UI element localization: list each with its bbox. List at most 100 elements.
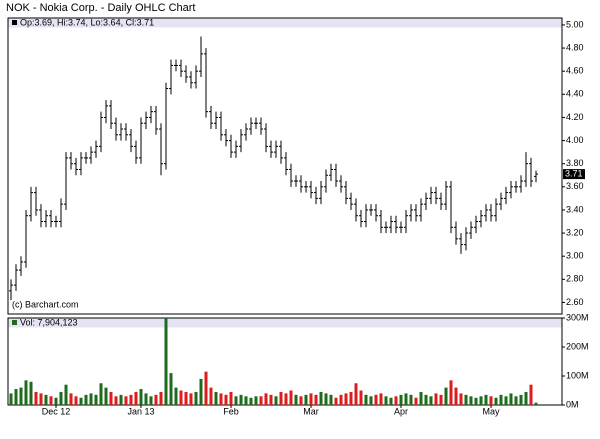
last-price-box bbox=[563, 169, 585, 180]
chart-title: NOK - Nokia Corp. - Daily OHLC Chart bbox=[6, 2, 196, 14]
volume-bar bbox=[419, 391, 423, 405]
y-tick-label: 4.20 bbox=[566, 112, 584, 122]
volume-bar bbox=[164, 318, 168, 405]
volume-bar bbox=[394, 396, 398, 405]
price-legend: Op:3.69, Hi:3.74, Lo:3.64, Cl:3.71 bbox=[20, 17, 154, 27]
volume-bar bbox=[199, 378, 203, 405]
volume-bar bbox=[69, 393, 73, 405]
volume-bar bbox=[99, 383, 103, 405]
volume-bar bbox=[379, 393, 383, 405]
volume-bar bbox=[529, 384, 533, 405]
volume-bar bbox=[354, 383, 358, 405]
volume-bar bbox=[349, 391, 353, 405]
volume-bar bbox=[149, 396, 153, 405]
volume-bar bbox=[289, 390, 293, 405]
x-tick-label: Jan 13 bbox=[127, 406, 154, 416]
volume-header bbox=[8, 318, 562, 328]
volume-bar bbox=[179, 390, 183, 405]
volume-bar bbox=[79, 397, 83, 405]
volume-bar bbox=[474, 397, 478, 405]
volume-bar bbox=[449, 380, 453, 405]
volume-bar bbox=[84, 394, 88, 405]
volume-bar bbox=[304, 394, 308, 405]
volume-bar bbox=[234, 396, 238, 405]
volume-bar bbox=[29, 381, 33, 405]
y-tick-label: 3.40 bbox=[566, 204, 584, 214]
volume-bar bbox=[364, 394, 368, 405]
y-tick-label: 3.80 bbox=[566, 158, 584, 168]
volume-bar bbox=[264, 393, 268, 405]
price-header bbox=[8, 18, 562, 28]
x-tick-label: May bbox=[482, 406, 500, 416]
price-panel bbox=[7, 17, 563, 315]
volume-bar bbox=[124, 396, 128, 405]
volume-bar bbox=[134, 391, 138, 405]
y-tick-label: 4.80 bbox=[566, 42, 584, 52]
volume-bar bbox=[514, 396, 518, 405]
y-tick-label: 100M bbox=[566, 370, 589, 380]
volume-bar bbox=[114, 396, 118, 405]
volume-bar bbox=[104, 387, 108, 405]
volume-bar bbox=[59, 391, 63, 405]
volume-bar bbox=[299, 396, 303, 405]
x-tick-label: Mar bbox=[303, 406, 319, 416]
x-tick-label: Dec 12 bbox=[42, 406, 71, 416]
volume-bar bbox=[294, 394, 298, 405]
y-tick-label: 2.60 bbox=[566, 297, 584, 307]
volume-bar bbox=[259, 396, 263, 405]
volume-bar bbox=[204, 371, 208, 405]
volume-bar bbox=[399, 394, 403, 405]
volume-bar bbox=[374, 394, 378, 405]
volume-bar bbox=[359, 390, 363, 405]
volume-bar bbox=[434, 393, 438, 405]
volume-bar bbox=[389, 397, 393, 405]
volume-bar bbox=[214, 391, 218, 405]
volume-bar bbox=[494, 397, 498, 405]
volume-bar bbox=[244, 396, 248, 405]
volume-bar bbox=[109, 391, 113, 405]
volume-bar bbox=[239, 394, 243, 405]
volume-bar bbox=[139, 389, 143, 405]
volume-bar bbox=[334, 397, 338, 405]
volume-bar bbox=[254, 396, 258, 405]
volume-bar bbox=[324, 393, 328, 405]
y-tick-label: 3.60 bbox=[566, 181, 584, 191]
volume-bar bbox=[459, 393, 463, 405]
volume-bar bbox=[119, 394, 123, 405]
volume-bar bbox=[269, 394, 273, 405]
volume-bar bbox=[249, 397, 253, 405]
volume-bar bbox=[174, 387, 178, 405]
volume-bar bbox=[454, 387, 458, 405]
volume-bar bbox=[344, 393, 348, 405]
volume-bar bbox=[159, 391, 163, 405]
volume-bar bbox=[44, 394, 48, 405]
volume-bar bbox=[479, 396, 483, 405]
volume-bar bbox=[129, 394, 133, 405]
volume-bar bbox=[524, 391, 528, 405]
volume-bar bbox=[14, 389, 18, 405]
volume-bar bbox=[184, 391, 188, 405]
volume-bar bbox=[19, 387, 23, 405]
volume-bar bbox=[319, 391, 323, 405]
volume-bar bbox=[274, 396, 278, 405]
volume-panel bbox=[7, 317, 563, 406]
last-price-label: 3.71 bbox=[565, 168, 583, 178]
volume-bar bbox=[329, 394, 333, 405]
volume-bar bbox=[439, 394, 443, 405]
volume-bar bbox=[169, 373, 173, 405]
volume-bar bbox=[414, 397, 418, 405]
volume-bar bbox=[64, 384, 68, 405]
volume-bar bbox=[39, 393, 43, 405]
volume-bar bbox=[189, 393, 193, 405]
volume-bar bbox=[24, 380, 28, 405]
volume-bar bbox=[509, 393, 513, 405]
volume-bar bbox=[469, 396, 473, 405]
y-tick-label: 200M bbox=[566, 341, 589, 351]
volume-bar bbox=[464, 394, 468, 405]
y-tick-label: 3.00 bbox=[566, 251, 584, 261]
volume-bar bbox=[309, 393, 313, 405]
volume-bar bbox=[89, 393, 93, 405]
y-tick-label: 4.60 bbox=[566, 66, 584, 76]
volume-bar bbox=[499, 394, 503, 405]
